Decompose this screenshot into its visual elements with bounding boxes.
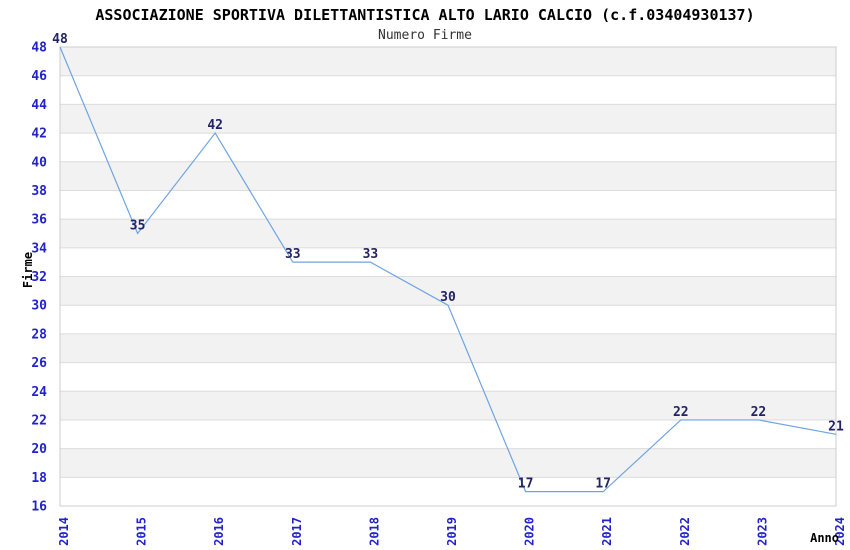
data-label: 22 bbox=[673, 405, 689, 420]
chart-subtitle: Numero Firme bbox=[378, 28, 472, 43]
plot-band bbox=[60, 333, 836, 363]
y-tick-label: 48 bbox=[31, 41, 47, 56]
y-tick-label: 40 bbox=[31, 155, 47, 170]
y-axis-title: Firme bbox=[21, 252, 35, 288]
plot-border-rect bbox=[59, 46, 837, 507]
data-label: 48 bbox=[52, 32, 68, 47]
plot-band bbox=[60, 161, 836, 191]
data-label: 35 bbox=[130, 218, 146, 233]
x-tick-label: 2015 bbox=[135, 517, 149, 546]
y-tick-label: 24 bbox=[31, 385, 47, 400]
plot-band bbox=[60, 448, 836, 478]
y-tick-label: 22 bbox=[31, 413, 47, 428]
y-tick-label: 18 bbox=[31, 471, 47, 486]
x-axis-tick-labels: 2014 2015 2016 2017 2018 2019 2020 2021 2022 2023… bbox=[57, 517, 847, 546]
data-label: 22 bbox=[751, 405, 767, 420]
x-tick-label: 2018 bbox=[367, 517, 381, 546]
data-point-labels: 48 35 42 33 33 30 17 17 22 22 21 bbox=[52, 32, 844, 492]
x-tick-label: 2023 bbox=[755, 517, 769, 546]
y-tick-label: 42 bbox=[31, 127, 47, 142]
data-label: 30 bbox=[440, 290, 456, 305]
y-tick-label: 20 bbox=[31, 442, 47, 457]
data-label: 17 bbox=[518, 477, 534, 492]
data-label: 42 bbox=[207, 118, 223, 133]
plot-band bbox=[60, 276, 836, 306]
plot-band bbox=[60, 104, 836, 134]
y-axis-tick-labels: 16 18 20 22 24 26 28 30 32 34 36 38 40 42 44 46 48 bbox=[31, 41, 47, 515]
plot-band bbox=[60, 47, 836, 76]
x-axis-title: Anno bbox=[810, 531, 839, 545]
x-tick-label: 2016 bbox=[212, 517, 226, 546]
plot-band bbox=[60, 219, 836, 248]
y-tick-label: 44 bbox=[31, 98, 47, 113]
plot-border bbox=[59, 46, 837, 507]
data-label: 33 bbox=[285, 247, 301, 262]
x-tick-label: 2024 bbox=[833, 517, 847, 546]
firme-line bbox=[59, 46, 837, 493]
y-tick-label: 26 bbox=[31, 356, 47, 371]
x-tick-label: 2017 bbox=[290, 517, 304, 546]
y-tick-label: 16 bbox=[31, 500, 47, 515]
y-tick-label: 36 bbox=[31, 213, 47, 228]
y-tick-label: 28 bbox=[31, 327, 47, 342]
data-label: 33 bbox=[363, 247, 379, 262]
y-tick-label: 32 bbox=[31, 270, 47, 285]
data-label: 21 bbox=[828, 419, 844, 434]
plot-band bbox=[60, 391, 836, 420]
x-tick-label: 2022 bbox=[678, 517, 692, 546]
x-tick-label: 2020 bbox=[523, 517, 537, 546]
data-label: 17 bbox=[595, 477, 611, 492]
y-tick-label: 46 bbox=[31, 69, 47, 84]
plot-background-bands bbox=[60, 47, 836, 478]
y-tick-label: 30 bbox=[31, 299, 47, 314]
chart-title: ASSOCIAZIONE SPORTIVA DILETTANTISTICA AL… bbox=[95, 6, 755, 24]
x-tick-label: 2019 bbox=[445, 517, 459, 546]
y-tick-label: 38 bbox=[31, 184, 47, 199]
x-tick-label: 2021 bbox=[600, 517, 614, 546]
x-tick-label: 2014 bbox=[57, 517, 71, 546]
data-series-line bbox=[59, 46, 837, 493]
y-tick-label: 34 bbox=[31, 241, 47, 256]
